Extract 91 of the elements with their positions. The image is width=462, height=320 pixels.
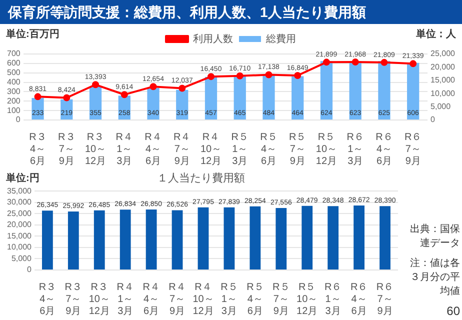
y-tick-label: 35,000 [7, 186, 32, 196]
x-tick-label: R３ 7～9月 [64, 282, 82, 317]
y-tick-label: 20,000 [7, 220, 32, 230]
bar [198, 207, 209, 270]
bar [42, 210, 53, 270]
point [322, 58, 330, 66]
point [120, 91, 128, 98]
x-tick-label: R４ 4～6月 [144, 132, 162, 167]
y2-tick-label: 5,000 [430, 102, 452, 112]
x-tick-label: R３ 4～6月 [29, 132, 46, 167]
point [208, 73, 215, 80]
x-tick-label: R４ 7～9月 [168, 282, 186, 317]
x-tick-label: R５ 1～3月 [231, 132, 248, 167]
point [236, 72, 244, 80]
y-tick-label: 0 [16, 115, 21, 124]
y-tick-label: 600 [6, 58, 21, 68]
bar [68, 211, 79, 270]
x-tick-label: R４ 4～6月 [142, 282, 160, 317]
y-tick-label: 100 [6, 106, 21, 115]
point [352, 58, 359, 66]
chart-title: １人当たり費用額 [157, 172, 245, 185]
legend-label: 総費用 [265, 32, 296, 45]
x-tick-label: R６ 7～9月 [376, 282, 394, 317]
point [380, 58, 388, 66]
point [63, 94, 70, 102]
bar [328, 206, 339, 270]
y-axis-title: 単位:百万円 [6, 28, 60, 41]
point [150, 83, 157, 90]
bar [354, 205, 365, 270]
point [294, 72, 302, 80]
x-tick-label: R５ 4～6月 [246, 282, 264, 317]
x-tick-label: R３ 7～9月 [58, 132, 76, 167]
bar [276, 208, 287, 270]
y-tick-label: 30,000 [7, 198, 32, 207]
y-tick-label: 15,000 [7, 231, 32, 240]
x-tick-label: R６ 1～3月 [346, 132, 364, 167]
bar [302, 206, 313, 270]
bar [172, 210, 183, 270]
x-tick-label: R３ 10～12月 [88, 282, 110, 317]
y-tick-label: 0 [27, 265, 32, 274]
y2-axis-title: 単位：人 [416, 28, 456, 41]
bar [262, 74, 275, 120]
bar [380, 206, 390, 270]
y2-tick-label: 10,000 [430, 88, 456, 98]
x-tick-label: R４ 10～12月 [200, 132, 222, 167]
y-tick-label: 5,000 [11, 254, 32, 263]
x-tick-label: R５ 7～9月 [289, 132, 306, 167]
bar [224, 207, 235, 270]
x-tick-label: R４ 1～3月 [116, 132, 134, 167]
bar [146, 210, 157, 270]
x-tick-label: R４ 10～12月 [192, 282, 214, 317]
y-tick-label: 25,000 [7, 208, 32, 218]
y-tick-label: 700 [6, 49, 21, 58]
bar [120, 210, 131, 270]
point [178, 84, 186, 92]
y-tick-label: 400 [6, 77, 21, 86]
x-tick-label: R５ 10～12月 [296, 282, 318, 317]
y2-tick-label: 20,000 [430, 62, 456, 72]
y-tick-label: 10,000 [7, 242, 32, 252]
y-tick-label: 200 [6, 96, 21, 106]
x-tick-label: R６ 7～9月 [404, 132, 422, 167]
source-note: 出典：国保連データ [409, 222, 460, 250]
x-tick-label: R６ 1～3月 [324, 282, 342, 317]
y2-tick-label: 15,000 [430, 76, 456, 85]
point [34, 93, 42, 100]
x-tick-label: R３ 10～12月 [84, 132, 106, 167]
x-tick-label: R６ 4～6月 [376, 132, 393, 167]
x-tick-label: R６ 4～6月 [350, 282, 368, 317]
legend-label: 利用人数 [193, 32, 233, 45]
x-tick-label: R５ 10～12月 [316, 132, 338, 167]
bar [250, 206, 261, 270]
point [265, 71, 272, 78]
y-axis-title: 単位:円 [6, 172, 40, 185]
y-tick-label: 500 [6, 68, 21, 78]
x-tick-label: R４ 7～9月 [174, 132, 191, 167]
chart-title: 保育所等訪問支援：総費用、利用人数、1人当たり費用額 [0, 0, 462, 24]
y-tick-label: 300 [6, 86, 21, 96]
bar [94, 210, 105, 270]
y2-tick-label: 0 [430, 115, 436, 124]
text: 60 [446, 304, 460, 318]
x-tick-label: R５ 1～3月 [220, 282, 238, 317]
x-tick-label: R３ 4～6月 [38, 282, 56, 317]
x-tick-label: R４ 1～3月 [116, 282, 134, 317]
text: 注：値は各３月分の平均値 [409, 256, 460, 298]
bar [147, 88, 160, 120]
point [410, 60, 417, 68]
y2-tick-label: 25,000 [430, 49, 456, 58]
bar [378, 61, 390, 120]
point [92, 81, 100, 88]
x-tick-label: R５ 7～9月 [272, 282, 290, 317]
x-tick-label: R５ 4～6月 [260, 132, 278, 167]
